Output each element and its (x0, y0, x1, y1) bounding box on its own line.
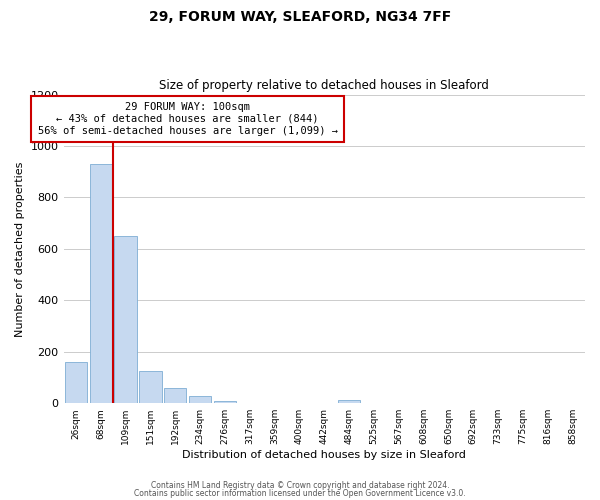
Bar (189, 396, 211, 403)
Y-axis label: Number of detached properties: Number of detached properties (15, 161, 25, 336)
Title: Size of property relative to detached houses in Sleaford: Size of property relative to detached ho… (160, 79, 489, 92)
X-axis label: Distribution of detached houses by size in Sleaford: Distribution of detached houses by size … (182, 450, 466, 460)
Text: Contains public sector information licensed under the Open Government Licence v3: Contains public sector information licen… (134, 488, 466, 498)
Bar (338, 400, 360, 403)
Bar (139, 371, 161, 403)
Bar (164, 388, 187, 403)
Text: 29, FORUM WAY, SLEAFORD, NG34 7FF: 29, FORUM WAY, SLEAFORD, NG34 7FF (149, 10, 451, 24)
Text: 29 FORUM WAY: 100sqm
← 43% of detached houses are smaller (844)
56% of semi-deta: 29 FORUM WAY: 100sqm ← 43% of detached h… (38, 102, 338, 136)
Text: Contains HM Land Registry data © Crown copyright and database right 2024.: Contains HM Land Registry data © Crown c… (151, 481, 449, 490)
Bar (214, 400, 236, 403)
Bar (65, 362, 87, 403)
Bar (115, 236, 137, 403)
Bar (89, 164, 112, 403)
